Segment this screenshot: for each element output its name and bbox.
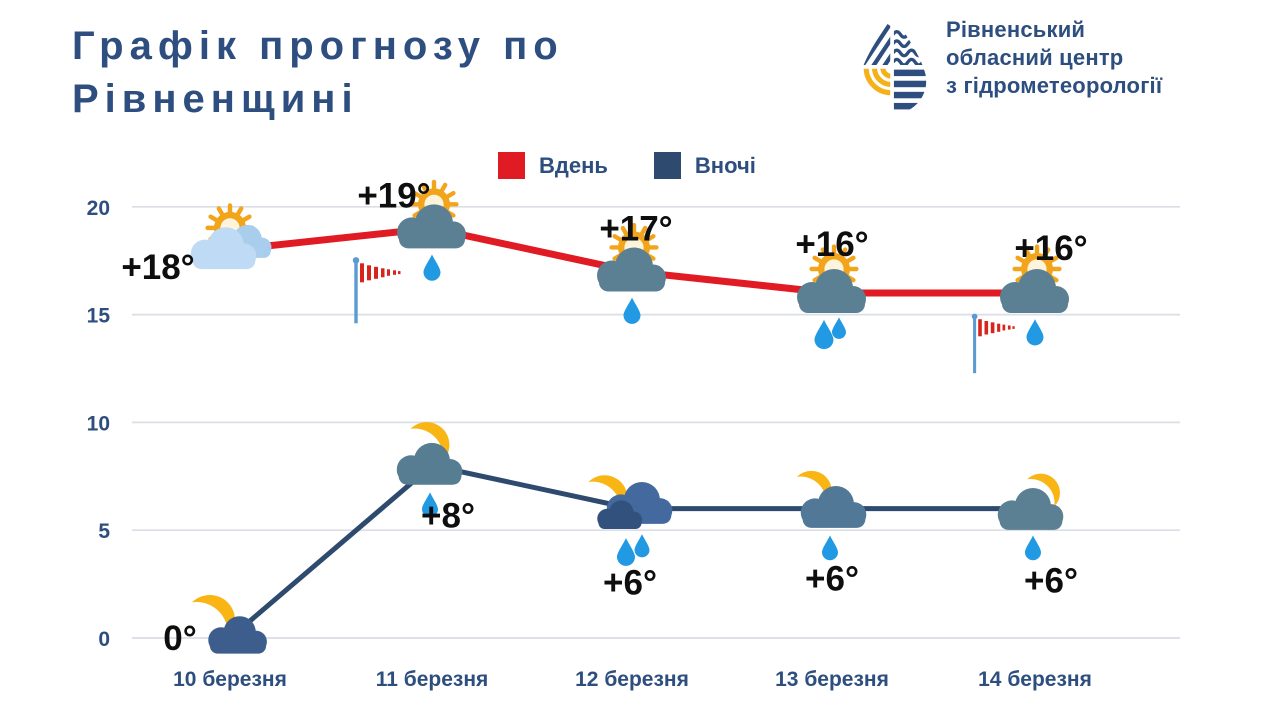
windsock-icon [971, 313, 1015, 374]
y-tick-label: 20 [87, 197, 110, 220]
cloud-icon [797, 269, 866, 313]
night-temp-label: +6° [603, 564, 657, 603]
night-temp-label: +6° [1024, 562, 1078, 601]
raindrop-icon [832, 317, 846, 339]
x-axis-label: 14 березня [978, 668, 1092, 691]
windsock-icon [352, 257, 401, 324]
moon-icon [588, 475, 628, 515]
night-legend-label: Вночі [694, 152, 756, 178]
raindrop-icon [634, 534, 650, 558]
night-weather-icon [588, 475, 673, 566]
y-tick-label: 5 [98, 520, 110, 543]
x-axis-label: 10 березня [173, 668, 287, 691]
day-weather-icon [1000, 244, 1069, 346]
night-weather-icon [192, 594, 267, 654]
y-tick-label: 0 [98, 628, 110, 651]
org-name-line2: обласний центр [946, 45, 1124, 71]
x-axis-label: 13 березня [775, 668, 889, 691]
cloud-icon [597, 247, 666, 292]
day-temp-label: +17° [599, 209, 672, 248]
day-legend-label: Вдень [539, 152, 608, 178]
org-name-line3: з гідрометеорології [946, 73, 1163, 99]
night-temp-label: 0° [163, 619, 196, 658]
raindrop-icon [822, 535, 838, 561]
day-weather-icon [190, 203, 272, 270]
page-title-line1: Графік прогнозу по [72, 24, 564, 68]
day-weather-icon [397, 179, 466, 281]
x-axis-label: 11 березня [376, 668, 489, 691]
y-tick-label: 15 [87, 305, 111, 328]
page-title-line2: Рівненщині [72, 76, 359, 121]
day-color-swatch [498, 152, 525, 179]
cloud-icon [1000, 269, 1069, 313]
cloud-icon [396, 442, 463, 485]
org-logo: Рівненський обласний центр з гідрометеор… [856, 14, 1162, 116]
org-name: Рівненський обласний центр з гідрометеор… [946, 14, 1162, 100]
cloud-icon [800, 486, 867, 528]
night-weather-icon [997, 473, 1064, 561]
cloud-icon [190, 227, 257, 270]
day-temp-label: +19° [357, 176, 430, 215]
raindrop-icon [814, 319, 834, 350]
raindrop-icon [1025, 535, 1041, 561]
night-temp-label: +6° [805, 560, 859, 599]
raindrop-icon [617, 538, 635, 566]
raindrop-icon [423, 254, 441, 281]
water-drop-logo-icon [859, 18, 927, 110]
cloud-icon [208, 616, 267, 654]
moon-icon [192, 594, 236, 638]
org-name-line1: Рівненський [946, 17, 1086, 42]
day-weather-icon [597, 222, 666, 324]
day-temp-label: +18° [121, 248, 194, 287]
day-temp-label: +16° [1014, 229, 1087, 268]
night-color-swatch [653, 152, 681, 179]
cloud-icon [597, 500, 643, 530]
cloud-icon [997, 488, 1064, 530]
legend-item-night: Вночі [653, 152, 756, 179]
raindrop-icon [1026, 319, 1044, 346]
page-title: Графік прогнозу по Рівненщині [72, 20, 564, 126]
moon-icon [1027, 473, 1060, 507]
raindrop-icon [623, 297, 641, 324]
day-temp-label: +16° [795, 225, 868, 264]
x-axis-label: 12 березня [575, 668, 689, 691]
chart-legend: Вдень Вночі [498, 152, 756, 179]
raindrop-icon [422, 492, 438, 518]
legend-item-day: Вдень [498, 152, 608, 179]
night-weather-icon [796, 470, 867, 561]
day-weather-icon [797, 244, 866, 350]
y-tick-label: 10 [87, 412, 110, 435]
night-temp-label: +8° [421, 497, 475, 536]
cloud-icon [397, 204, 466, 249]
